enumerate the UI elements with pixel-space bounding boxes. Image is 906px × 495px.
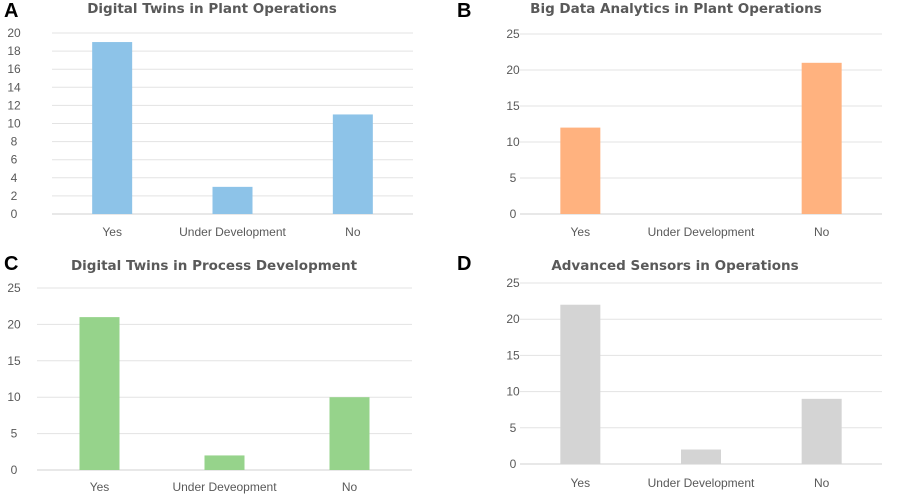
y-tick-label: 10 — [506, 135, 520, 149]
y-tick-label: 5 — [11, 427, 18, 441]
x-category-label: Yes — [571, 225, 591, 239]
y-tick-label: 25 — [7, 281, 21, 295]
x-category-label: Under Development — [648, 225, 755, 239]
panel-letter: D — [457, 253, 471, 275]
x-category-label: Under Deveopment — [172, 480, 277, 494]
panel-letter: A — [4, 0, 18, 22]
x-category-label: No — [814, 225, 830, 239]
x-category-label: Yes — [102, 225, 122, 239]
y-tick-label: 4 — [11, 171, 18, 185]
chart-title: Big Data Analytics in Plant Operations — [530, 1, 822, 17]
chart-panel-b: B Big Data Analytics in Plant Operations 0… — [457, 0, 882, 239]
bar-yes — [560, 304, 601, 464]
bar-under-development — [681, 449, 721, 464]
panel-letter: B — [457, 0, 471, 22]
bar-no — [332, 114, 373, 214]
chart-title: Digital Twins in Plant Operations — [87, 1, 337, 17]
y-tick-label: 0 — [11, 207, 18, 221]
y-tick-label: 18 — [7, 44, 21, 58]
bar-no — [329, 397, 370, 470]
y-tick-label: 0 — [11, 463, 18, 477]
x-category-label: Yes — [90, 480, 110, 494]
bar-under-development — [212, 186, 253, 214]
x-category-label: No — [814, 476, 830, 490]
chart-title: Digital Twins in Process Development — [71, 258, 358, 274]
y-tick-label: 6 — [11, 153, 18, 167]
y-tick-label: 10 — [506, 385, 520, 399]
y-tick-label: 20 — [7, 317, 21, 331]
chart-panel-a: A Digital Twins in Plant Operations 0 2 4 6 8 1… — [4, 0, 413, 239]
bar-no — [801, 398, 842, 464]
y-tick-label: 25 — [506, 276, 520, 290]
y-tick-label: 5 — [510, 171, 517, 185]
x-category-label: No — [342, 480, 358, 494]
chart-panel-c: C Digital Twins in Process Development 0 5 1… — [4, 253, 412, 494]
y-tick-label: 12 — [7, 98, 21, 112]
panel-letter: C — [4, 253, 18, 275]
y-tick-label: 20 — [506, 312, 520, 326]
x-category-label: Yes — [571, 476, 591, 490]
y-tick-label: 0 — [510, 457, 517, 471]
y-tick-label: 15 — [7, 354, 21, 368]
bar-under-deveopment — [204, 455, 245, 470]
y-tick-label: 20 — [506, 63, 520, 77]
y-tick-label: 0 — [510, 207, 517, 221]
bar-yes — [79, 317, 120, 470]
y-tick-label: 10 — [7, 117, 21, 131]
bar-yes — [92, 42, 133, 214]
y-tick-label: 2 — [11, 189, 18, 203]
chart-title: Advanced Sensors in Operations — [551, 258, 798, 274]
x-category-label: No — [345, 225, 361, 239]
y-tick-label: 20 — [7, 26, 21, 40]
y-tick-label: 16 — [7, 62, 21, 76]
y-tick-label: 15 — [506, 348, 520, 362]
y-tick-label: 15 — [506, 99, 520, 113]
x-category-label: Under Development — [648, 476, 755, 490]
y-tick-label: 5 — [510, 421, 517, 435]
y-tick-label: 14 — [7, 80, 21, 94]
y-tick-label: 10 — [7, 390, 21, 404]
y-tick-label: 25 — [506, 27, 520, 41]
x-category-label: Under Development — [179, 225, 286, 239]
bar-no — [801, 62, 842, 214]
bar-yes — [560, 127, 601, 214]
chart-panel-d: D Advanced Sensors in Operations 0 5 10 15 20 2… — [457, 253, 882, 490]
y-tick-label: 8 — [11, 135, 18, 149]
